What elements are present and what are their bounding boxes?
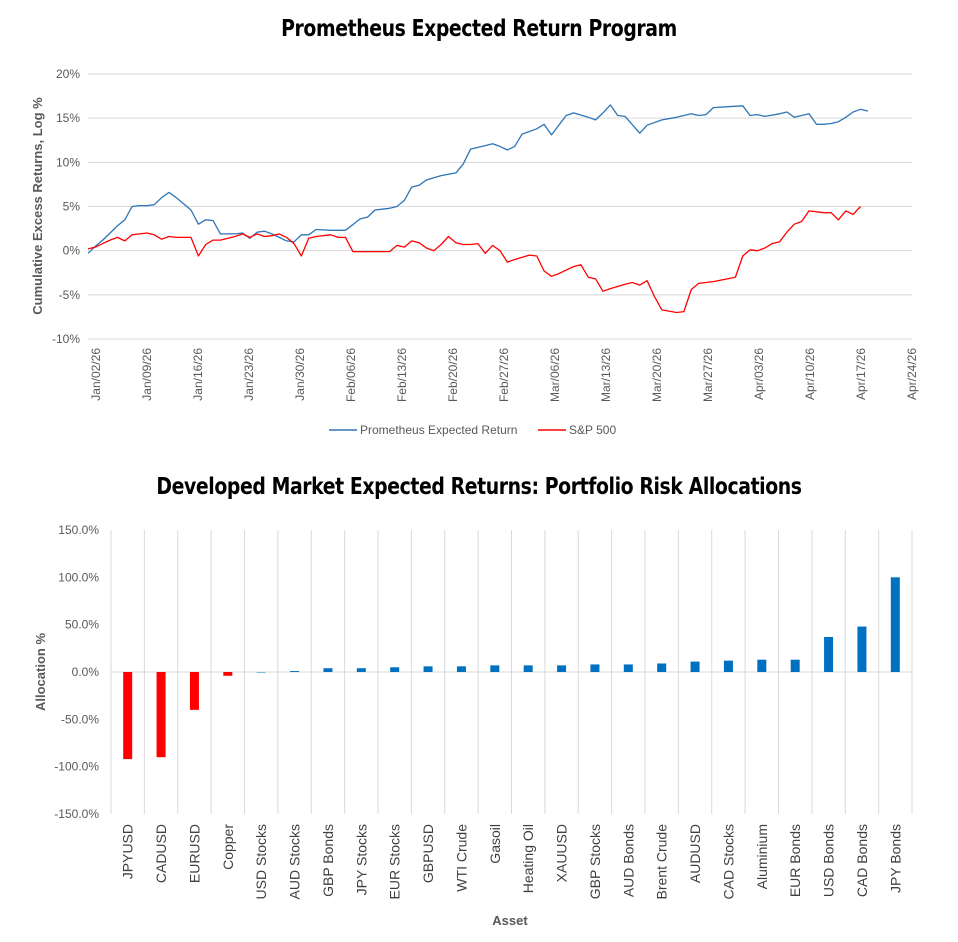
category-label: JPYUSD: [120, 824, 136, 879]
x-tick-label: Mar/13/26: [599, 348, 613, 402]
x-tick-label: Jan/23/26: [242, 348, 256, 401]
bar-cadusd: [156, 672, 166, 758]
category-label: XAUUSD: [554, 824, 570, 882]
bar-chart-gridlines: [110, 530, 913, 814]
bar-wti-crude: [456, 666, 466, 672]
sp500-line: [87, 206, 861, 314]
bar-usd-stocks: [256, 672, 266, 673]
x-tick-label: Jan/16/26: [191, 348, 205, 401]
line-chart-legend: Prometheus Expected Return S&P 500: [329, 423, 616, 437]
legend-label: S&P 500: [569, 423, 616, 437]
line-chart-y-ticks: -10% -5% 0% 5% 10% 15% 20%: [52, 67, 80, 346]
category-label: Brent Crude: [654, 824, 670, 900]
category-label: GBP Stocks: [587, 824, 603, 899]
bar-brent-crude: [657, 663, 667, 672]
bar-gbp-stocks: [590, 664, 600, 672]
category-label: GBP Bonds: [320, 824, 336, 897]
bar-jpy-bonds: [890, 577, 900, 672]
x-tick-label: Jan/30/26: [293, 348, 307, 401]
bar-cad-bonds: [857, 626, 867, 672]
category-label: EUR Stocks: [387, 824, 403, 899]
bar-chart-y-axis-title: Allocation %: [33, 633, 48, 711]
y-tick-label: -100.0%: [54, 760, 99, 774]
prometheus-line: [87, 104, 869, 254]
bar-cad-stocks: [723, 660, 733, 672]
bar-aluminium: [757, 659, 767, 672]
bar-chart-category-labels: JPYUSD CADUSD EURUSD Copper USD Stocks AUD St…: [120, 824, 904, 900]
category-label: Heating Oil: [520, 824, 536, 893]
y-tick-label: -5%: [59, 288, 81, 302]
category-label: Aluminium: [754, 824, 770, 889]
y-tick-label: 20%: [56, 67, 80, 81]
x-tick-label: Feb/13/26: [395, 348, 409, 402]
bar-xauusd: [557, 665, 567, 672]
y-tick-label: 50.0%: [65, 618, 99, 632]
category-label: EURUSD: [186, 824, 202, 883]
x-tick-label: Apr/10/26: [803, 348, 817, 400]
category-label: USD Bonds: [821, 824, 837, 897]
bar-chart-x-axis-title: Asset: [492, 913, 528, 928]
y-tick-label: -10%: [52, 332, 80, 346]
bar-eur-stocks: [390, 667, 400, 672]
x-tick-label: Jan/02/26: [89, 348, 103, 401]
y-tick-label: -150.0%: [54, 807, 99, 821]
y-tick-label: 0%: [63, 244, 81, 258]
bar-audusd: [690, 661, 700, 672]
line-chart-x-ticks: Jan/02/26 Jan/09/26 Jan/16/26 Jan/23/26 Jan/…: [89, 348, 919, 402]
line-chart-title: Prometheus Expected Return Program: [281, 16, 677, 42]
category-label: USD Stocks: [253, 824, 269, 899]
bar-chart-title: Developed Market Expected Returns: Portf…: [156, 474, 802, 500]
bar-usd-bonds: [824, 636, 834, 672]
bar-eurusd: [189, 672, 199, 710]
x-tick-label: Mar/20/26: [650, 348, 664, 402]
category-label: CAD Bonds: [854, 824, 870, 897]
category-label: Copper: [220, 824, 236, 870]
x-tick-label: Mar/27/26: [701, 348, 715, 402]
bar-gasoil: [490, 665, 500, 672]
x-tick-label: Feb/27/26: [497, 348, 511, 402]
y-tick-label: 0.0%: [72, 665, 100, 679]
category-label: AUDUSD: [687, 824, 703, 883]
category-label: CADUSD: [153, 824, 169, 883]
bar-chart-y-ticks: -150.0% -100.0% -50.0% 50.0% 100.0% 150.0% 0.0…: [54, 523, 99, 821]
y-tick-label: 15%: [56, 111, 80, 125]
bar-aud-bonds: [623, 664, 633, 672]
y-tick-label: 10%: [56, 155, 80, 169]
bar-jpy-stocks: [356, 668, 366, 672]
legend-label: Prometheus Expected Return: [360, 423, 517, 437]
x-tick-label: Apr/24/26: [905, 348, 919, 400]
bar-gbp-bonds: [323, 668, 333, 672]
category-label: Gasoil: [487, 824, 503, 864]
category-label: CAD Stocks: [720, 824, 736, 899]
line-chart-y-axis-title: Cumulative Excess Returns, Log %: [30, 97, 45, 315]
category-label: JPY Stocks: [353, 824, 369, 895]
bar-copper: [223, 672, 233, 676]
line-chart: -10%-5%0%5%10%15%20% Jan/02/26 Jan/09/26 J…: [30, 67, 919, 437]
category-label: AUD Stocks: [287, 824, 303, 899]
line-chart-series: [87, 104, 869, 314]
bar-jpyusd: [123, 672, 133, 760]
bar-gbpusd: [423, 666, 433, 672]
x-tick-label: Feb/20/26: [446, 348, 460, 402]
x-tick-label: Apr/03/26: [752, 348, 766, 400]
category-label: AUD Bonds: [620, 824, 636, 897]
category-label: WTI Crude: [453, 824, 469, 892]
bar-eur-bonds: [790, 659, 800, 672]
x-tick-label: Jan/09/26: [140, 348, 154, 401]
bar-heating-oil: [523, 665, 533, 672]
x-tick-label: Mar/06/26: [548, 348, 562, 402]
y-tick-label: -50.0%: [61, 712, 99, 726]
y-tick-label: 100.0%: [58, 570, 99, 584]
y-tick-label: 150.0%: [58, 523, 99, 537]
bar-chart-bars: [123, 577, 900, 760]
y-tick-label: 5%: [63, 200, 81, 214]
category-label: GBPUSD: [420, 824, 436, 883]
category-label: JPY Bonds: [887, 824, 903, 893]
x-tick-label: Apr/17/26: [854, 348, 868, 400]
category-label: EUR Bonds: [787, 824, 803, 897]
bar-aud-stocks: [290, 671, 300, 672]
x-tick-label: Feb/06/26: [344, 348, 358, 402]
